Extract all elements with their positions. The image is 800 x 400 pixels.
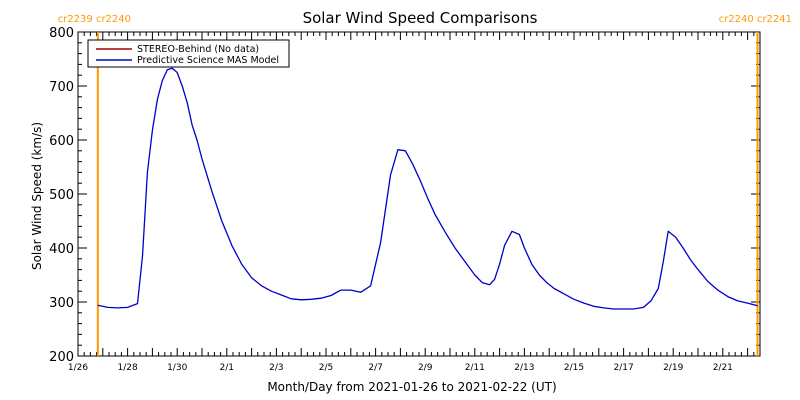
x-tick-label: 2/21 (713, 363, 733, 373)
x-tick-label: 2/13 (514, 363, 534, 373)
y-tick-label: 800 (49, 26, 74, 41)
legend-label-mas-model: Predictive Science MAS Model (137, 55, 279, 66)
legend-label-stereo: STEREO-Behind (No data) (137, 44, 259, 55)
y-tick-label: 400 (49, 242, 74, 257)
x-tick-label: 2/7 (368, 363, 382, 373)
x-tick-label: 2/15 (564, 363, 584, 373)
x-tick-label: 1/30 (167, 363, 187, 373)
x-tick-label: 2/9 (418, 363, 433, 373)
y-tick-label: 700 (49, 80, 74, 95)
x-tick-label: 1/28 (117, 363, 137, 373)
x-tick-label: 2/17 (613, 363, 633, 373)
y-tick-label: 300 (49, 296, 74, 311)
plot-area: 200 300 400 500 600 700 800 1/26 1/28 1/30 2/1 2/3… (49, 14, 792, 373)
y-tick-label: 600 (49, 134, 74, 149)
minor-ticks (77, 31, 761, 357)
carrington-marker-label: cr2240 cr2241 (719, 14, 792, 25)
legend: STEREO-Behind (No data) Predictive Scien… (87, 39, 290, 68)
legend-box (87, 39, 290, 68)
carrington-marker-label: cr2239 cr2240 (58, 14, 131, 25)
x-axis-label: Month/Day from 2021-01-26 to 2021-02-22 … (267, 380, 556, 394)
y-axis: 200 300 400 500 600 700 800 (49, 26, 74, 365)
series-line-mas-model (97, 67, 758, 310)
y-tick-label: 200 (49, 350, 74, 365)
x-tick-label: 2/19 (663, 363, 683, 373)
y-axis-label: Solar Wind Speed (km/s) (30, 122, 44, 270)
x-tick-label: 2/3 (269, 363, 283, 373)
x-tick-label: 2/1 (220, 363, 234, 373)
x-axis: 1/26 1/28 1/30 2/1 2/3 2/5 2/7 2/9 2/11 2/13 2/15 2… (68, 363, 733, 373)
y-tick-label: 500 (49, 188, 74, 203)
x-tick-label: 2/5 (319, 363, 333, 373)
x-tick-label: 1/26 (68, 363, 88, 373)
carrington-markers: cr2239 cr2240 cr2240 cr2241 (58, 14, 792, 356)
x-tick-label: 2/11 (465, 363, 485, 373)
chart-title: Solar Wind Speed Comparisons (303, 9, 538, 27)
series-group (97, 67, 758, 310)
